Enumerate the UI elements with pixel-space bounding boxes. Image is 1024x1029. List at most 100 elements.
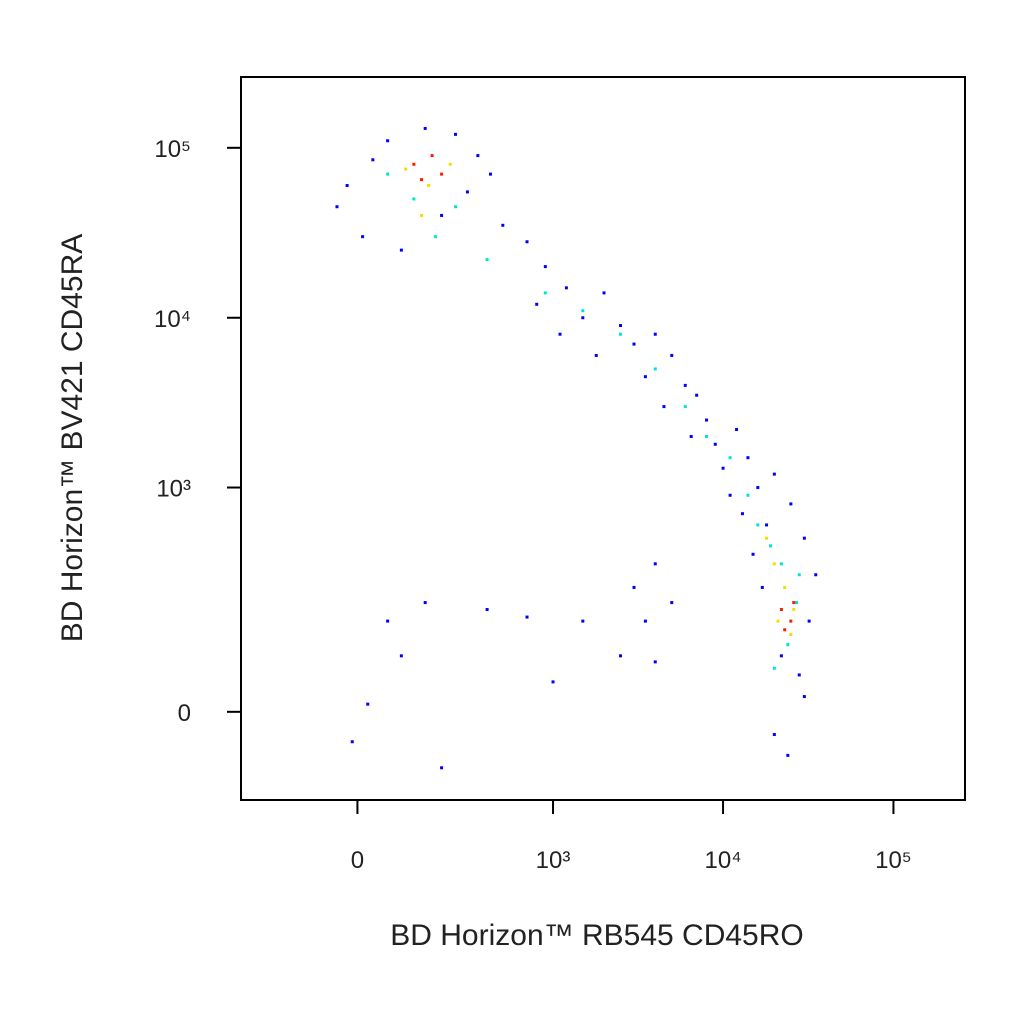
point (440, 766, 444, 770)
x-tick-label: 0 (351, 847, 364, 874)
point (789, 619, 793, 623)
point (366, 702, 370, 706)
point (670, 353, 674, 357)
point (350, 740, 354, 744)
y-tick-label: 10⁵ (154, 136, 191, 163)
point (619, 332, 623, 336)
point (779, 608, 783, 612)
point (632, 342, 636, 346)
point (728, 493, 732, 497)
x-tick-label: 10⁴ (705, 847, 742, 874)
point (619, 654, 623, 658)
point (789, 502, 793, 506)
point (465, 190, 469, 194)
point (433, 235, 437, 239)
point (420, 178, 424, 182)
point (643, 375, 647, 379)
point (802, 536, 806, 540)
point (765, 536, 769, 540)
point (783, 628, 787, 632)
point (399, 248, 403, 252)
point (525, 615, 529, 619)
point (802, 695, 806, 699)
point (689, 434, 693, 438)
point (602, 291, 606, 295)
point (795, 601, 799, 605)
x-axis-label: BD Horizon™ RB545 CD45RO (390, 919, 803, 952)
point (485, 258, 489, 262)
point (543, 291, 547, 295)
point (760, 585, 764, 589)
point (756, 523, 760, 527)
point (404, 167, 408, 171)
point (581, 309, 585, 313)
point (653, 367, 657, 371)
point (412, 197, 416, 201)
point (746, 493, 750, 497)
point (423, 601, 427, 605)
point (543, 265, 547, 269)
point (779, 562, 783, 566)
y-tick-label: 10⁴ (154, 306, 191, 333)
point (440, 172, 444, 176)
point (594, 353, 598, 357)
point (786, 643, 790, 647)
x-tick-label: 10³ (536, 847, 571, 874)
point (581, 619, 585, 623)
point (453, 132, 457, 136)
point (485, 608, 489, 612)
point (792, 601, 796, 605)
point (797, 673, 801, 677)
point (386, 172, 390, 176)
point (740, 512, 744, 516)
point (619, 324, 623, 328)
point (772, 472, 776, 476)
point (662, 405, 666, 409)
point (776, 619, 780, 623)
point (783, 585, 787, 589)
point (746, 456, 750, 460)
point (653, 332, 657, 336)
point (695, 393, 699, 397)
point (772, 733, 776, 737)
point (551, 680, 555, 684)
point (448, 162, 452, 166)
point (786, 753, 790, 757)
point (345, 184, 349, 188)
point (581, 316, 585, 320)
point (751, 552, 755, 556)
x-tick-label: 10⁵ (875, 847, 912, 874)
point (653, 562, 657, 566)
point (423, 126, 427, 130)
point (427, 184, 431, 188)
point (721, 466, 725, 470)
point (779, 654, 783, 658)
point (525, 240, 529, 244)
point (728, 456, 732, 460)
point (789, 632, 793, 636)
point (713, 442, 717, 446)
point (705, 418, 709, 422)
point (535, 302, 539, 306)
point (632, 585, 636, 589)
point (558, 332, 562, 336)
point (765, 523, 769, 527)
point (386, 619, 390, 623)
point (430, 154, 434, 158)
point (705, 434, 709, 438)
y-axis-label: BD Horizon™ BV421 CD45RA (56, 234, 89, 643)
point (643, 619, 647, 623)
plot-frame (240, 76, 966, 801)
point (399, 654, 403, 658)
point (476, 154, 480, 158)
point (670, 601, 674, 605)
point (792, 608, 796, 612)
point (683, 383, 687, 387)
point (772, 666, 776, 670)
point (371, 158, 375, 162)
point (489, 172, 493, 176)
point (797, 573, 801, 577)
point (361, 235, 365, 239)
point (653, 660, 657, 664)
